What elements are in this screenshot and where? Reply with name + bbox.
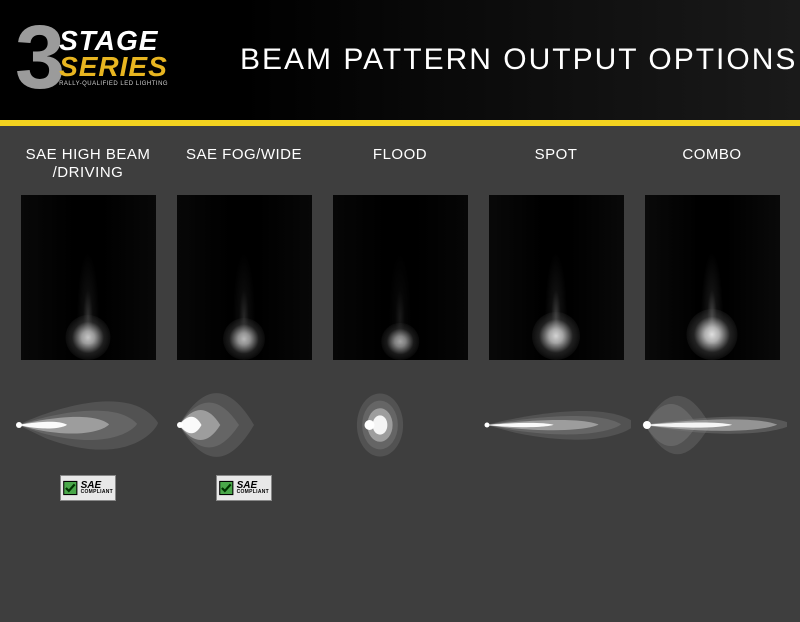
sae-compliant-badge: SAE COMPLIANT	[216, 475, 272, 501]
beam-photo-thumb	[21, 195, 156, 360]
infographic-frame: 3 STAGE SERIES RALLY-QUALIFIED LED LIGHT…	[0, 0, 800, 622]
checkmark-icon	[63, 479, 78, 497]
page-title: BEAM PATTERN OUTPUT OPTIONS	[240, 43, 797, 77]
logo-line-2: SERIES	[59, 54, 168, 79]
beam-photo-thumb	[333, 195, 468, 360]
logo-text-block: STAGE SERIES RALLY-QUALIFIED LED LIGHTIN…	[59, 28, 168, 86]
column-label: SPOT	[535, 146, 578, 190]
beam-photo-thumb	[489, 195, 624, 360]
beam-pattern-diagram	[325, 390, 475, 460]
logo: 3 STAGE SERIES RALLY-QUALIFIED LED LIGHT…	[0, 0, 210, 120]
columns-container: SAE HIGH BEAM /DRIVING SAE COMPLIANT SAE…	[0, 126, 800, 622]
beam-photo-thumb	[645, 195, 780, 360]
column-label: SAE FOG/WIDE	[186, 146, 302, 190]
beam-pattern-diagram	[481, 390, 631, 460]
logo-tagline: RALLY-QUALIFIED LED LIGHTING	[59, 81, 168, 87]
header: 3 STAGE SERIES RALLY-QUALIFIED LED LIGHT…	[0, 0, 800, 120]
beam-photo-thumb	[177, 195, 312, 360]
sae-badge-subtitle: COMPLIANT	[81, 490, 113, 495]
checkmark-icon	[219, 479, 234, 497]
logo-number: 3	[15, 22, 61, 94]
beam-pattern-diagram	[13, 390, 163, 460]
beam-column: SPOT	[481, 146, 631, 622]
sae-compliant-badge: SAE COMPLIANT	[60, 475, 116, 501]
logo-line-1: STAGE	[59, 28, 168, 53]
beam-column: FLOOD	[325, 146, 475, 622]
beam-pattern-diagram	[169, 390, 319, 460]
beam-column: SAE FOG/WIDE SAE COMPLIANT	[169, 146, 319, 622]
column-label: SAE HIGH BEAM /DRIVING	[26, 146, 151, 190]
sae-badge-subtitle: COMPLIANT	[237, 490, 269, 495]
column-label: FLOOD	[373, 146, 427, 190]
beam-column: COMBO	[637, 146, 787, 622]
column-label: COMBO	[682, 146, 741, 190]
beam-pattern-diagram	[637, 390, 787, 460]
beam-column: SAE HIGH BEAM /DRIVING SAE COMPLIANT	[13, 146, 163, 622]
